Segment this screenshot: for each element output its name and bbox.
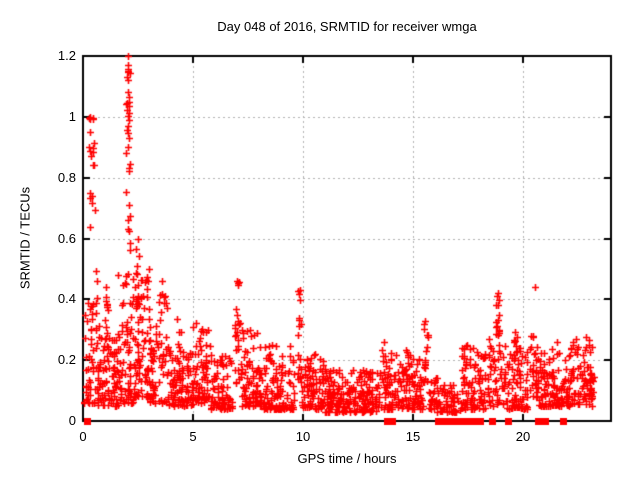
y-tick-label: 0 (68, 413, 76, 428)
y-tick-label: 0.6 (57, 230, 76, 246)
x-tick-label: 15 (405, 429, 421, 444)
y-tick-label: 0.2 (57, 352, 76, 368)
x-axis-label: GPS time / hours (297, 451, 397, 466)
y-tick-label: 0.4 (57, 291, 76, 307)
x-tick-label: 10 (295, 429, 311, 444)
y-tick-label: 0.8 (57, 169, 76, 185)
y-tick-label: 1 (68, 108, 76, 124)
y-tick-label: 1.2 (57, 48, 76, 63)
x-tick-label: 0 (79, 429, 87, 444)
x-tick-label: 20 (515, 429, 531, 444)
chart-title: Day 048 of 2016, SRMTID for receiver wmg… (217, 19, 477, 34)
x-tick-label: 5 (189, 429, 197, 444)
